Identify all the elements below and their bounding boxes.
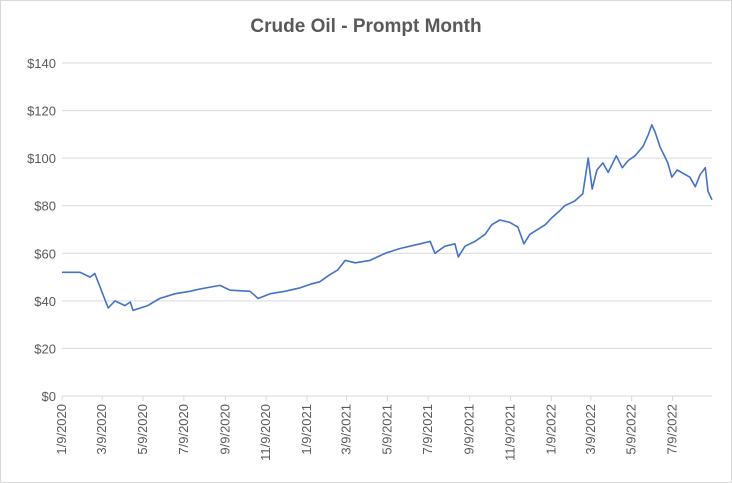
x-tick-label: 1/9/2021 — [299, 404, 314, 455]
y-tick-label: $60 — [34, 246, 56, 261]
x-tick-label: 5/9/2022 — [624, 404, 639, 455]
y-tick-label: $100 — [27, 151, 56, 166]
x-tick-label: 7/9/2021 — [420, 404, 435, 455]
y-tick-label: $40 — [34, 294, 56, 309]
x-tick-label: 9/9/2020 — [217, 404, 232, 455]
x-tick-label: 11/9/2021 — [503, 404, 518, 461]
y-tick-label: $80 — [34, 199, 56, 214]
x-tick-label: 7/9/2022 — [665, 404, 680, 455]
x-tick-label: 5/9/2020 — [135, 404, 150, 455]
y-tick-label: $20 — [34, 341, 56, 356]
x-tick-label: 3/9/2021 — [339, 404, 354, 455]
x-tick-label: 11/9/2020 — [258, 404, 273, 461]
x-tick-label: 1/9/2022 — [543, 404, 558, 455]
series-line-crude-oil — [62, 124, 713, 312]
x-tick-label: 3/9/2020 — [94, 404, 109, 455]
x-tick-label: 3/9/2022 — [583, 404, 598, 455]
x-tick-label: 5/9/2021 — [379, 404, 394, 455]
x-tick-label: 9/9/2021 — [462, 404, 477, 455]
y-tick-label: $0 — [42, 389, 56, 404]
x-tick-label: 7/9/2020 — [176, 404, 191, 455]
y-tick-label: $140 — [27, 56, 56, 71]
chart-title: Crude Oil - Prompt Month — [250, 16, 482, 37]
y-tick-label: $120 — [27, 104, 56, 119]
x-tick-label: 1/9/2020 — [54, 404, 69, 455]
